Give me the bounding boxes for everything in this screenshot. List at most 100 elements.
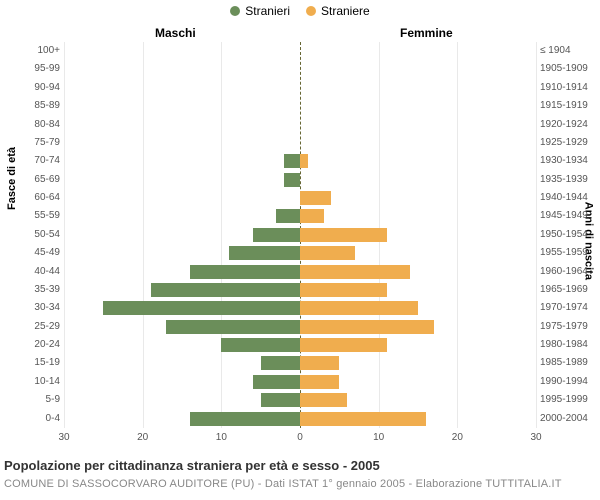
birth-year-label: 1945-1949 xyxy=(540,210,596,221)
bar-female xyxy=(300,246,355,260)
pyramid-row xyxy=(64,410,536,428)
birth-year-label: 1920-1924 xyxy=(540,119,596,130)
birth-year-label: ≤ 1904 xyxy=(540,45,596,56)
legend-swatch xyxy=(230,6,240,16)
age-label: 20-24 xyxy=(22,339,60,350)
x-axis-tick: 10 xyxy=(216,432,227,443)
legend: Stranieri Straniere xyxy=(0,4,600,19)
pyramid-row xyxy=(64,42,536,60)
birth-year-label: 1965-1969 xyxy=(540,284,596,295)
pyramid-row xyxy=(64,244,536,262)
age-label: 40-44 xyxy=(22,266,60,277)
pyramid-row xyxy=(64,373,536,391)
bar-male xyxy=(151,283,300,297)
age-label: 50-54 xyxy=(22,229,60,240)
birth-year-label: 1910-1914 xyxy=(540,82,596,93)
pyramid-row xyxy=(64,207,536,225)
pyramid-row xyxy=(64,171,536,189)
birth-year-label: 1925-1929 xyxy=(540,137,596,148)
birth-year-label: 1950-1954 xyxy=(540,229,596,240)
bar-male xyxy=(261,393,300,407)
age-label: 100+ xyxy=(22,45,60,56)
birth-year-label: 2000-2004 xyxy=(540,413,596,424)
birth-year-label: 1940-1944 xyxy=(540,192,596,203)
pyramid-row xyxy=(64,189,536,207)
gridline xyxy=(536,42,537,428)
legend-swatch xyxy=(306,6,316,16)
bar-female xyxy=(300,320,434,334)
y-axis-left-label: Fasce di età xyxy=(6,147,18,210)
pyramid-row xyxy=(64,281,536,299)
bar-female xyxy=(300,191,331,205)
age-label: 60-64 xyxy=(22,192,60,203)
birth-year-label: 1955-1959 xyxy=(540,247,596,258)
legend-label: Straniere xyxy=(321,4,370,18)
age-label: 0-4 xyxy=(22,413,60,424)
pyramid-row xyxy=(64,79,536,97)
age-label: 10-14 xyxy=(22,376,60,387)
birth-year-label: 1915-1919 xyxy=(540,100,596,111)
bar-female xyxy=(300,412,426,426)
x-axis-tick: 20 xyxy=(137,432,148,443)
bar-male xyxy=(221,338,300,352)
pyramid-row xyxy=(64,263,536,281)
pyramid-row xyxy=(64,60,536,78)
birth-year-label: 1990-1994 xyxy=(540,376,596,387)
age-label: 35-39 xyxy=(22,284,60,295)
age-label: 85-89 xyxy=(22,100,60,111)
birth-year-label: 1995-1999 xyxy=(540,394,596,405)
bar-male xyxy=(229,246,300,260)
birth-year-label: 1930-1934 xyxy=(540,155,596,166)
bar-male xyxy=(103,301,300,315)
age-label: 55-59 xyxy=(22,210,60,221)
bar-male xyxy=(253,228,300,242)
birth-year-label: 1980-1984 xyxy=(540,339,596,350)
age-label: 30-34 xyxy=(22,302,60,313)
age-label: 70-74 xyxy=(22,155,60,166)
pyramid-row xyxy=(64,318,536,336)
legend-label: Stranieri xyxy=(245,4,290,18)
age-label: 65-69 xyxy=(22,174,60,185)
age-label: 25-29 xyxy=(22,321,60,332)
pyramid-row xyxy=(64,299,536,317)
age-label: 15-19 xyxy=(22,357,60,368)
bar-male xyxy=(190,412,300,426)
bar-female xyxy=(300,301,418,315)
bar-female xyxy=(300,283,387,297)
bar-male xyxy=(166,320,300,334)
age-label: 90-94 xyxy=(22,82,60,93)
birth-year-label: 1905-1909 xyxy=(540,63,596,74)
birth-year-label: 1970-1974 xyxy=(540,302,596,313)
bar-female xyxy=(300,228,387,242)
bar-male xyxy=(261,356,300,370)
x-axis-tick: 30 xyxy=(58,432,69,443)
pyramid-row xyxy=(64,97,536,115)
bar-male xyxy=(284,173,300,187)
legend-item: Stranieri xyxy=(230,4,290,18)
bar-male xyxy=(253,375,300,389)
pyramid-row xyxy=(64,354,536,372)
pyramid-row xyxy=(64,226,536,244)
bar-female xyxy=(300,393,347,407)
age-label: 45-49 xyxy=(22,247,60,258)
pyramid-row xyxy=(64,336,536,354)
birth-year-label: 1985-1989 xyxy=(540,357,596,368)
pyramid-row xyxy=(64,116,536,134)
male-side-title: Maschi xyxy=(155,26,196,40)
age-label: 5-9 xyxy=(22,394,60,405)
bar-female xyxy=(300,375,339,389)
age-label: 80-84 xyxy=(22,119,60,130)
bar-female xyxy=(300,209,324,223)
age-label: 75-79 xyxy=(22,137,60,148)
x-axis-tick: 30 xyxy=(530,432,541,443)
female-side-title: Femmine xyxy=(400,26,453,40)
chart-source: COMUNE DI SASSOCORVARO AUDITORE (PU) - D… xyxy=(4,478,562,490)
bar-male xyxy=(284,154,300,168)
pyramid-row xyxy=(64,134,536,152)
birth-year-label: 1975-1979 xyxy=(540,321,596,332)
x-axis-tick: 20 xyxy=(452,432,463,443)
birth-year-label: 1960-1964 xyxy=(540,266,596,277)
x-axis-tick: 0 xyxy=(297,432,303,443)
bar-female xyxy=(300,356,339,370)
x-axis-tick: 10 xyxy=(373,432,384,443)
